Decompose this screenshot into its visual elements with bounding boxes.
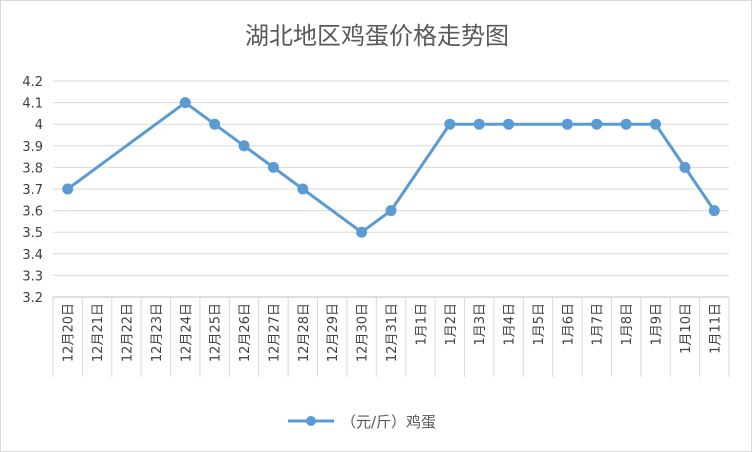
data-point bbox=[561, 118, 573, 130]
data-point bbox=[503, 118, 515, 130]
x-tick-label: 1月9日 bbox=[650, 303, 665, 346]
series-layer bbox=[62, 97, 720, 238]
y-tick-label: 4 bbox=[35, 118, 43, 133]
data-point bbox=[385, 205, 397, 217]
legend-marker bbox=[306, 416, 316, 426]
x-tick-label: 12月22日 bbox=[120, 303, 135, 362]
x-tick-label: 1月11日 bbox=[708, 303, 723, 354]
x-tick-label: 1月2日 bbox=[444, 303, 459, 346]
x-tick-label: 12月21日 bbox=[91, 303, 106, 362]
chart-title: 湖北地区鸡蛋价格走势图 bbox=[245, 22, 509, 50]
data-point bbox=[708, 205, 720, 217]
x-tick-label: 12月25日 bbox=[209, 303, 224, 362]
y-tick-label: 3.6 bbox=[22, 205, 43, 220]
y-tick-label: 3.9 bbox=[22, 140, 43, 155]
data-point bbox=[267, 161, 279, 173]
data-point bbox=[356, 226, 368, 238]
x-tick-label: 1月6日 bbox=[561, 303, 576, 346]
data-point bbox=[473, 118, 485, 130]
legend: （元/斤）鸡蛋 bbox=[288, 413, 436, 431]
x-tick-label: 12月24日 bbox=[179, 303, 194, 362]
y-tick-label: 4.2 bbox=[22, 75, 43, 90]
x-tick-label: 12月31日 bbox=[385, 303, 400, 362]
y-tick-label: 3.8 bbox=[22, 161, 43, 176]
y-tick-label: 3.7 bbox=[22, 183, 43, 198]
data-point bbox=[444, 118, 456, 130]
data-point bbox=[62, 183, 74, 195]
legend-label: （元/斤）鸡蛋 bbox=[341, 413, 436, 431]
x-tick-label: 12月28日 bbox=[297, 303, 312, 362]
y-axis-ticks: 3.2 3.3 3.4 3.5 3.6 3.7 3.8 3.9 4 4.1 4.2 bbox=[22, 75, 43, 306]
y-tick-label: 3.4 bbox=[22, 248, 43, 263]
data-point bbox=[620, 118, 632, 130]
x-tick-label: 1月1日 bbox=[414, 303, 429, 346]
x-tick-label: 1月4日 bbox=[503, 303, 518, 346]
x-tick-label: 12月27日 bbox=[267, 303, 282, 362]
x-tick-label: 1月7日 bbox=[591, 303, 606, 346]
x-tick-label: 1月5日 bbox=[532, 303, 547, 346]
gridlines bbox=[53, 80, 729, 276]
data-point bbox=[679, 161, 691, 173]
x-axis: 12月20日 12月21日 12月22日 12月23日 12月24日 12月25日 12月2… bbox=[52, 296, 730, 377]
y-tick-label: 3.2 bbox=[22, 291, 43, 306]
x-tick-label: 1月3日 bbox=[473, 303, 488, 346]
data-point bbox=[650, 118, 662, 130]
x-tick-label: 1月10日 bbox=[679, 303, 694, 354]
data-point bbox=[179, 97, 191, 109]
data-point bbox=[297, 183, 309, 195]
x-tick-label: 12月29日 bbox=[326, 303, 341, 362]
x-tick-label: 12月26日 bbox=[238, 303, 253, 362]
data-point bbox=[238, 140, 250, 152]
y-tick-label: 3.5 bbox=[22, 226, 43, 241]
x-tick-label: 12月30日 bbox=[356, 303, 371, 362]
x-tick-label: 1月8日 bbox=[620, 303, 635, 346]
y-tick-label: 4.1 bbox=[22, 97, 43, 112]
x-tick-label: 12月23日 bbox=[150, 303, 165, 362]
data-point bbox=[591, 118, 603, 130]
x-tick-label: 12月20日 bbox=[62, 303, 77, 362]
data-point bbox=[209, 118, 221, 130]
y-tick-label: 3.3 bbox=[22, 269, 43, 284]
